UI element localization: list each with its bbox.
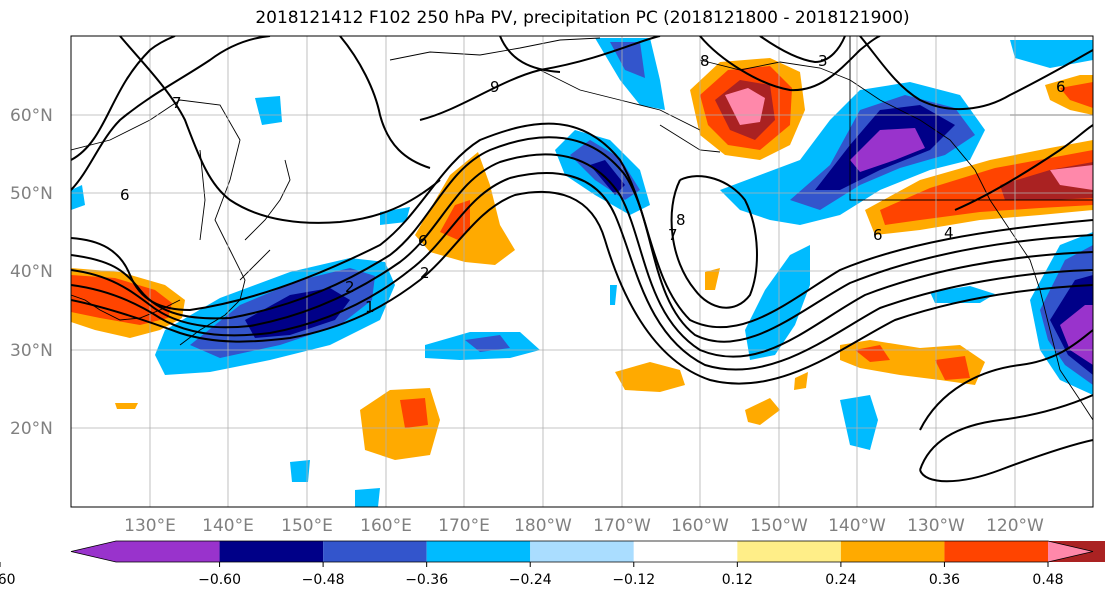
lon-label: 180°W: [514, 516, 572, 536]
lon-label: 130°W: [907, 516, 965, 536]
colorbar-segment: [944, 541, 1048, 562]
lat-label: 30°N: [10, 341, 53, 361]
contour-label: 1: [365, 298, 375, 316]
lon-label: 150°W: [750, 516, 808, 536]
precipitation-shading: [71, 38, 1093, 507]
lon-label: 120°W: [986, 516, 1044, 536]
colorbar-outline: [70, 540, 1094, 563]
contour-label: 3: [818, 52, 828, 70]
colorbar-tick-label: −0.48: [302, 572, 345, 588]
contour-label: 6: [873, 226, 883, 244]
colorbar: −0.60 −0.48 −0.36 −0.24 −0.12 0.12 0.24 0.36 0.4…: [0, 540, 1105, 588]
colorbar-tick-label: −0.24: [509, 572, 552, 588]
contour-label: 7: [172, 94, 182, 112]
colorbar-tick-label: −0.60: [198, 572, 241, 588]
contour-label: 6: [1056, 78, 1066, 96]
lat-label: 60°N: [10, 106, 53, 126]
lon-label: 140°E: [202, 516, 254, 536]
lon-label: 160°W: [671, 516, 729, 536]
contour-label: 2: [420, 264, 430, 282]
colorbar-tick-label: 0.60: [0, 572, 16, 588]
latitude-labels: 60°N 50°N 40°N 30°N 20°N: [10, 106, 53, 439]
longitude-labels: 130°E 140°E 150°E 160°E 170°E 180°W 170°…: [124, 516, 1044, 536]
colorbar-segment: [1048, 541, 1093, 562]
lat-label: 50°N: [10, 184, 53, 204]
colorbar-segment: [633, 541, 738, 562]
colorbar-segment: [219, 541, 324, 562]
lon-label: 150°E: [281, 516, 333, 536]
contour-label: 8: [676, 211, 686, 229]
colorbar-tick-label: 0.12: [722, 572, 753, 588]
gridlines: [71, 36, 1093, 507]
colorbar-tick-label: 0.24: [825, 572, 856, 588]
colorbar-segment: [71, 541, 220, 562]
colorbar-tick-label: −0.36: [405, 572, 448, 588]
contour-label: 7: [668, 226, 678, 244]
lon-label: 170°E: [438, 516, 490, 536]
contour-label: 9: [490, 78, 500, 96]
map-frame: [70, 35, 1094, 508]
contour-label: 8: [700, 52, 710, 70]
colorbar-segment: [530, 541, 634, 562]
lon-label: 170°W: [593, 516, 651, 536]
lon-label: 130°E: [124, 516, 176, 536]
colorbar-tick-label: 0.36: [929, 572, 960, 588]
lon-label: 140°W: [828, 516, 886, 536]
contour-label: 4: [944, 224, 954, 242]
contour-label: 6: [418, 232, 428, 250]
lat-label: 40°N: [10, 262, 53, 282]
pv-contours: [71, 36, 1093, 483]
colorbar-tick-label: −0.12: [612, 572, 655, 588]
colorbar-tick-label: 0.48: [1032, 572, 1063, 588]
contour-label: 2: [345, 278, 355, 296]
colorbar-segment: [426, 541, 531, 562]
contour-label: 6: [120, 186, 130, 204]
map-title: 2018121412 F102 250 hPa PV, precipitatio…: [255, 8, 910, 28]
colorbar-segment: [840, 541, 945, 562]
contour-labels: 2 1 2 6 8 6 4 6 7 3 8 9 7 6: [120, 52, 1066, 316]
colorbar-segment: [737, 541, 841, 562]
colorbar-segment: [323, 541, 427, 562]
lon-label: 160°E: [360, 516, 412, 536]
lat-label: 20°N: [10, 419, 53, 439]
